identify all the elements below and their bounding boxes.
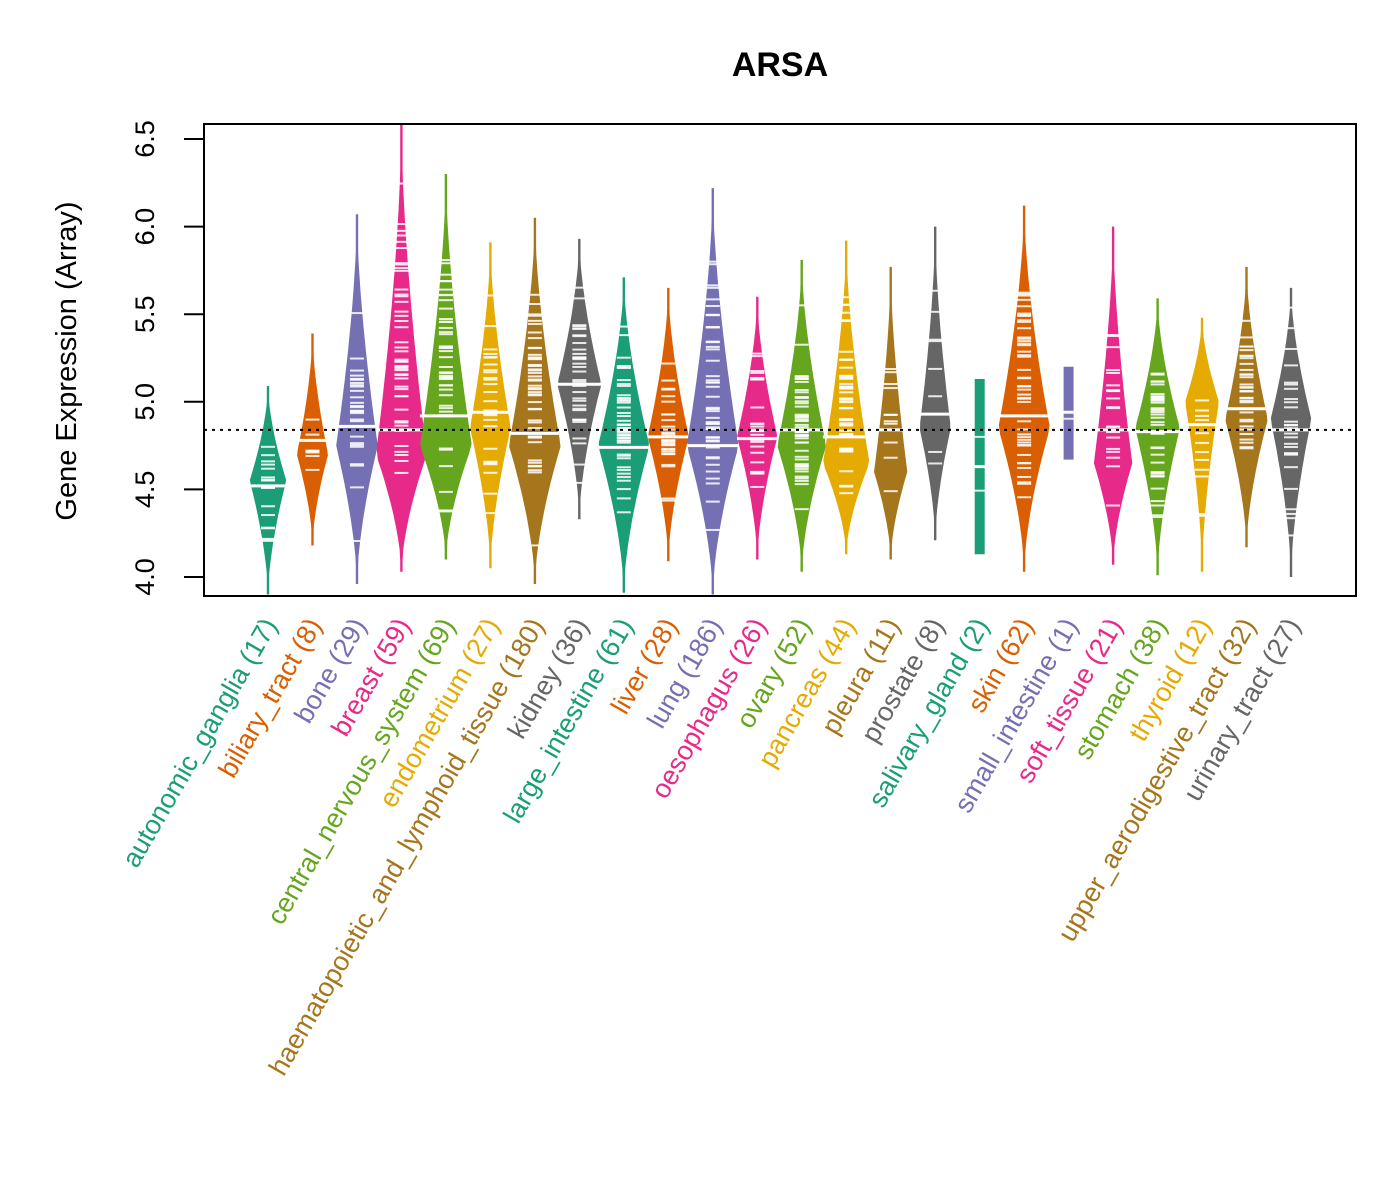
- violin-body: [1135, 298, 1180, 576]
- violin-body: [648, 287, 689, 562]
- violin-bone: [336, 214, 378, 585]
- violin-liver: [647, 287, 689, 562]
- y-tick-label: 4.5: [130, 471, 160, 509]
- violin-urinary_tract: [1270, 287, 1312, 577]
- y-tick-label: 6.0: [130, 208, 160, 246]
- violin-pancreas: [822, 240, 870, 555]
- violin-prostate: [919, 226, 951, 541]
- violin-body: [823, 240, 870, 555]
- violins: [249, 125, 1312, 595]
- violin-kidney: [557, 238, 602, 520]
- violin-central_nervous_system: [419, 174, 472, 560]
- violin-skin: [998, 205, 1050, 572]
- violin-body: [687, 188, 739, 595]
- violin-upper_aerodigestive_tract: [1225, 266, 1268, 548]
- violin-body: [1270, 287, 1312, 577]
- violin-body: [1225, 266, 1268, 548]
- violin-body: [1185, 317, 1219, 572]
- violin-small_intestine: [1056, 366, 1081, 460]
- y-axis: 4.0 4.5 5.0 5.5 6.0 6.5: [130, 120, 204, 596]
- violin-body: [509, 217, 561, 585]
- violin-endometrium: [469, 242, 511, 569]
- plot-frame: [203, 123, 1357, 597]
- violin-soft_tissue: [1093, 226, 1133, 565]
- violin-breast: [375, 125, 427, 572]
- y-tick-label: 5.0: [130, 383, 160, 421]
- violin-body: [874, 266, 908, 560]
- x-axis-labels: autonomic_ganglia (17)biliary_tract (8)b…: [116, 613, 1306, 1080]
- violin-haematopoietic_and_lymphoid_tissue: [508, 217, 561, 585]
- violin-oesophagus: [736, 296, 778, 560]
- violin-body: [470, 242, 511, 569]
- violin-salivary_gland: [966, 379, 993, 555]
- violin-body: [336, 214, 378, 585]
- violin-pleura: [874, 266, 908, 560]
- y-axis-title: Gene Expression (Array): [51, 201, 83, 520]
- violin-body: [737, 296, 777, 560]
- violin-body: [920, 226, 951, 541]
- y-tick-label: 5.5: [130, 295, 160, 333]
- y-tick-label: 4.0: [130, 558, 160, 596]
- violin-biliary_tract: [296, 333, 329, 546]
- y-tick-label: 6.5: [130, 120, 160, 158]
- chart-title: ARSA: [732, 46, 828, 84]
- violin-body: [1093, 226, 1133, 565]
- violin-lung: [686, 188, 739, 595]
- violin-stomach: [1135, 298, 1180, 576]
- violin-large_intestine: [598, 277, 650, 593]
- violin-thyroid: [1185, 317, 1220, 572]
- violin-body: [249, 386, 287, 595]
- violin-ovary: [777, 259, 827, 572]
- violin-autonomic_ganglia: [249, 386, 287, 595]
